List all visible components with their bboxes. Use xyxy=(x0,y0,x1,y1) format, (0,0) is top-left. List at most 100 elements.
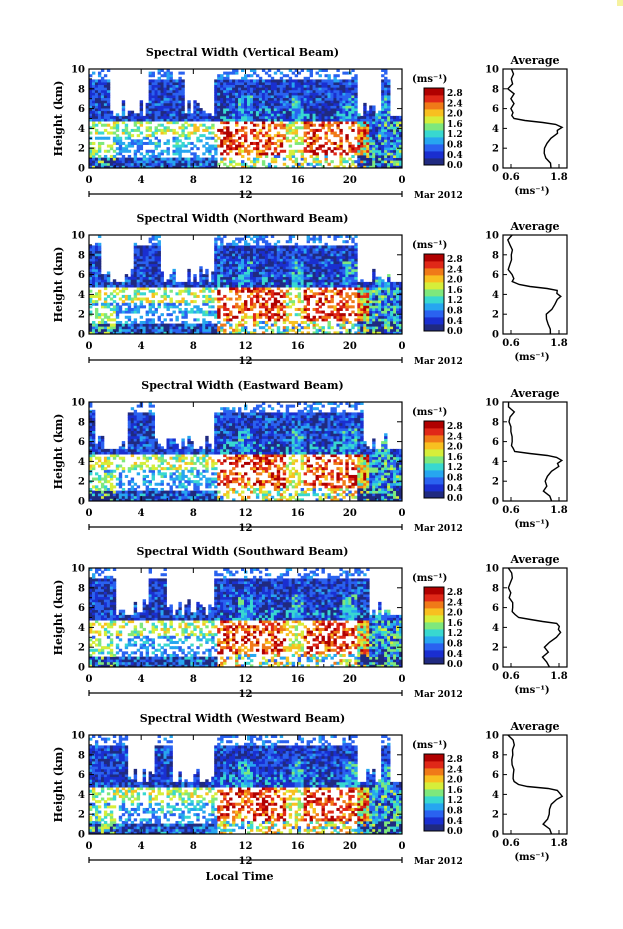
colorbar-segment xyxy=(424,315,444,318)
y-tick-label: 8 xyxy=(78,84,85,95)
profile-x-tick-label: 0.6 xyxy=(502,172,519,183)
colorbar-segment xyxy=(424,618,444,621)
colorbar-tick-label: 2.4 xyxy=(447,265,463,275)
colorbar-segment xyxy=(424,768,444,771)
colorbar-segment xyxy=(424,320,444,323)
colorbar-segment xyxy=(424,131,444,134)
colorbar-segment xyxy=(424,496,444,499)
colorbar-segment xyxy=(424,604,444,607)
colorbar-segment xyxy=(424,783,444,786)
colorbar-tick-label: 2.8 xyxy=(447,255,463,265)
profile-y-tick-label: 0 xyxy=(492,497,499,508)
colorbar-segment xyxy=(424,254,444,257)
colorbar-segment xyxy=(424,308,444,311)
colorbar-segment xyxy=(424,327,444,330)
colorbar-tick-label: 0.4 xyxy=(447,151,463,161)
colorbar-segment xyxy=(424,261,444,264)
heatmap xyxy=(89,735,403,835)
y-tick-label: 6 xyxy=(78,104,85,115)
colorbar-tick-label: 2.8 xyxy=(447,422,463,432)
profile-x-label: (ms⁻¹) xyxy=(514,852,549,863)
colorbar-segment xyxy=(424,660,444,663)
panel-title: Spectral Width (Southward Beam) xyxy=(136,545,348,558)
y-tick-label: 2 xyxy=(78,810,85,821)
profile-y-tick-label: 4 xyxy=(492,457,499,468)
colorbar-segment xyxy=(424,602,444,605)
colorbar-segment xyxy=(424,782,444,785)
colorbar-segment xyxy=(424,102,444,105)
colorbar: (ms⁻¹)2.82.42.01.61.20.80.40.0 xyxy=(412,407,463,504)
colorbar-segment xyxy=(424,592,444,595)
x-tick-label: 16 xyxy=(291,674,305,685)
colorbar-segment xyxy=(424,450,444,453)
colorbar-segment xyxy=(424,825,444,828)
x-tick-label: 16 xyxy=(291,175,305,186)
panel-title: Spectral Width (Northward Beam) xyxy=(137,212,349,225)
colorbar-tick-label: 2.8 xyxy=(447,89,463,99)
colorbar-segment xyxy=(424,301,444,304)
colorbar-segment xyxy=(424,438,444,441)
profile-y-tick-label: 10 xyxy=(485,731,499,742)
x-tick-label: 20 xyxy=(343,175,357,186)
colorbar-segment xyxy=(424,829,444,832)
panel-1: Spectral Width (Vertical Beam) 0 2 4 6 8 10 0 4 8… xyxy=(52,46,568,201)
colorbar-tick-label: 0.8 xyxy=(447,640,463,650)
profile-x-tick-label: 1.8 xyxy=(550,671,567,682)
colorbar-segment xyxy=(424,422,444,425)
colorbar-segment xyxy=(424,466,444,469)
colorbar-segment xyxy=(424,764,444,767)
average-profile: Average 0 2 4 6 8 10 0.6 1.8(ms⁻¹) xyxy=(485,720,568,863)
colorbar-unit: (ms⁻¹) xyxy=(412,573,447,584)
colorbar-segment xyxy=(424,311,444,314)
colorbar-tick-label: 0.0 xyxy=(447,827,463,837)
colorbar-segment xyxy=(424,135,444,138)
profile-x-tick-label: 0.6 xyxy=(502,338,519,349)
x-tick-label: 0 xyxy=(86,175,93,186)
y-tick-label: 0 xyxy=(78,497,85,508)
colorbar-segment xyxy=(424,824,444,827)
colorbar-segment xyxy=(424,282,444,285)
colorbar-segment xyxy=(424,456,444,459)
colorbar-segment xyxy=(424,154,444,157)
date-label: Mar 2012 xyxy=(414,191,463,201)
date-label: Mar 2012 xyxy=(414,357,463,367)
colorbar-segment xyxy=(424,440,444,443)
colorbar-segment xyxy=(424,459,444,462)
panel-title: Spectral Width (Westward Beam) xyxy=(140,712,345,725)
colorbar-segment xyxy=(424,471,444,474)
colorbar-segment xyxy=(424,641,444,644)
profile-y-tick-label: 6 xyxy=(492,603,499,614)
colorbar-segment xyxy=(424,317,444,320)
profile-y-tick-label: 2 xyxy=(492,310,499,321)
x-tick-label: 4 xyxy=(138,341,145,352)
day-label: 12 xyxy=(239,523,253,534)
colorbar-segment xyxy=(424,827,444,830)
profile-y-tick-label: 8 xyxy=(492,583,499,594)
colorbar-segment xyxy=(424,428,444,431)
colorbar-segment xyxy=(424,109,444,112)
colorbar-segment xyxy=(424,813,444,816)
colorbar: (ms⁻¹)2.82.42.01.61.20.80.40.0 xyxy=(412,573,463,670)
profile-frame xyxy=(502,734,568,835)
colorbar-segment xyxy=(424,657,444,660)
x-axis-label: Local Time xyxy=(206,870,274,883)
x-tick-label: 4 xyxy=(138,674,145,685)
profile-title: Average xyxy=(509,553,559,566)
profile-title: Average xyxy=(509,220,559,233)
colorbar-segment xyxy=(424,325,444,328)
colorbar-segment xyxy=(424,461,444,464)
colorbar-tick-label: 0.0 xyxy=(447,660,463,670)
colorbar-segment xyxy=(424,121,444,124)
heatmap xyxy=(89,568,403,668)
colorbar-segment xyxy=(424,632,444,635)
colorbar-segment xyxy=(424,140,444,143)
colorbar-tick-label: 1.2 xyxy=(447,130,463,140)
date-label: Mar 2012 xyxy=(414,857,463,867)
y-tick-label: 0 xyxy=(78,164,85,175)
profile-y-tick-label: 8 xyxy=(492,750,499,761)
y-tick-label: 10 xyxy=(71,564,85,575)
colorbar-segment xyxy=(424,142,444,145)
colorbar-segment xyxy=(424,627,444,630)
colorbar-tick-label: 2.4 xyxy=(447,432,463,442)
heatmap xyxy=(89,402,403,502)
